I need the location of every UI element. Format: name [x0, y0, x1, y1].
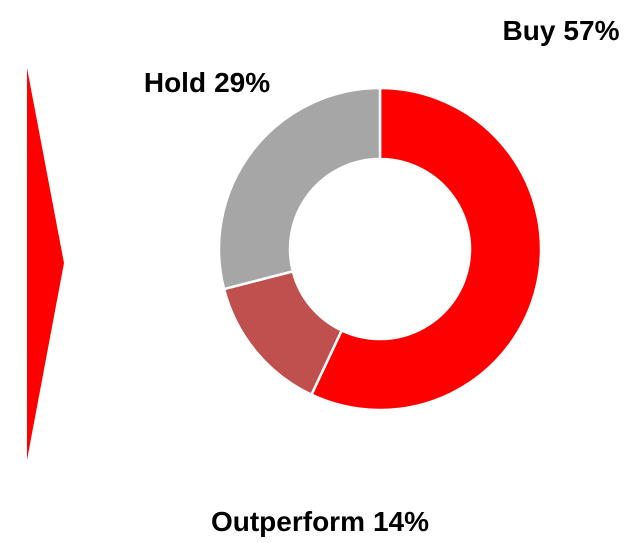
decorative-arrow — [27, 68, 64, 460]
category-name: Outperform — [211, 506, 365, 537]
value-label: 14% — [373, 506, 429, 537]
data-label: Outperform 14% — [211, 506, 429, 537]
category-name: Buy — [503, 15, 556, 46]
category-name: Hold — [144, 67, 206, 98]
donut-slice — [309, 86, 543, 412]
data-label: Hold 29% — [144, 67, 270, 98]
value-label: 57% — [563, 15, 619, 46]
donut-slice — [217, 86, 382, 291]
data-label: Buy 57% — [503, 15, 620, 46]
value-label: 29% — [214, 67, 270, 98]
